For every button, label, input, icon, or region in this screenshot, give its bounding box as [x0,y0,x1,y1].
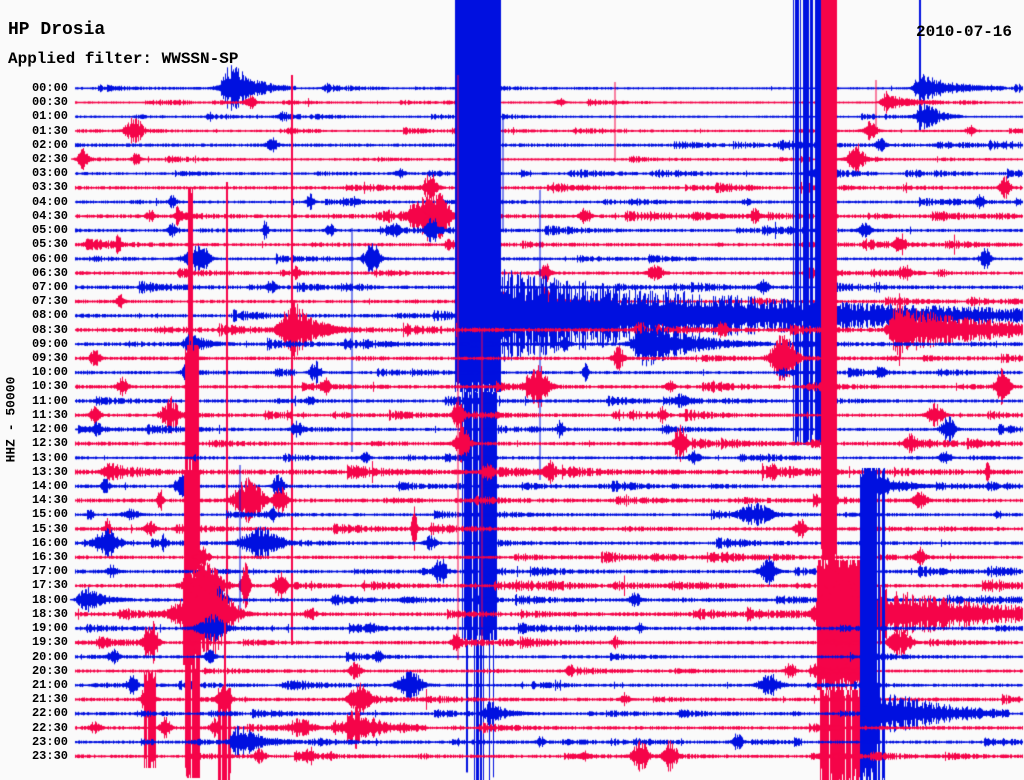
time-label: 23:00 [31,734,68,749]
time-label: 00:00 [31,81,68,95]
time-label: 20:00 [31,649,68,664]
time-label: 08:30 [31,322,68,337]
time-label: 17:30 [31,578,68,593]
time-label: 07:00 [31,279,68,294]
time-label: 17:00 [31,564,68,579]
time-label: 10:00 [31,365,68,380]
time-label: 03:30 [31,180,68,195]
time-label: 18:30 [31,606,68,621]
time-label: 12:00 [31,422,68,437]
time-label: 07:30 [31,294,68,309]
time-label: 13:00 [31,450,68,465]
time-label: 09:00 [31,336,68,351]
time-label: 15:00 [31,507,68,522]
time-label: 08:00 [31,308,68,323]
time-label: 16:00 [31,535,68,550]
date-label: 2010-07-16 [915,23,1012,41]
time-label: 13:30 [31,464,68,479]
time-label: 11:00 [31,393,68,408]
time-label: 20:30 [31,663,68,678]
time-label: 02:30 [31,152,68,167]
time-label: 01:30 [31,123,68,138]
time-label: 03:00 [31,166,68,181]
time-label: 14:30 [31,493,68,508]
time-label: 10:30 [31,379,68,394]
time-label: 19:30 [31,635,68,650]
time-label: 00:30 [31,95,68,110]
time-label: 11:30 [31,407,68,422]
time-label: 02:00 [31,137,68,152]
time-label: 06:00 [31,251,68,266]
station-title: HP Drosia [8,20,106,40]
time-label: 04:30 [31,208,68,223]
time-label: 09:30 [31,351,68,366]
time-label: 22:00 [31,706,68,721]
time-label: 01:00 [31,109,68,124]
time-label: 05:00 [31,223,68,238]
time-label: 12:30 [31,436,68,451]
time-label: 14:00 [31,478,68,493]
time-label: 05:30 [31,237,68,252]
time-label: 04:00 [31,194,68,209]
time-label: 18:00 [31,592,68,607]
time-label: 23:30 [31,749,68,763]
time-label: 22:30 [31,720,68,735]
time-label: 06:30 [31,265,68,280]
time-label: 21:30 [31,692,68,707]
filter-label: Applied filter: WWSSN-SP [8,50,239,68]
time-label: 21:00 [31,677,68,692]
time-label: 16:30 [31,550,68,565]
time-label: 19:00 [31,621,68,636]
time-label: 15:30 [31,521,68,536]
